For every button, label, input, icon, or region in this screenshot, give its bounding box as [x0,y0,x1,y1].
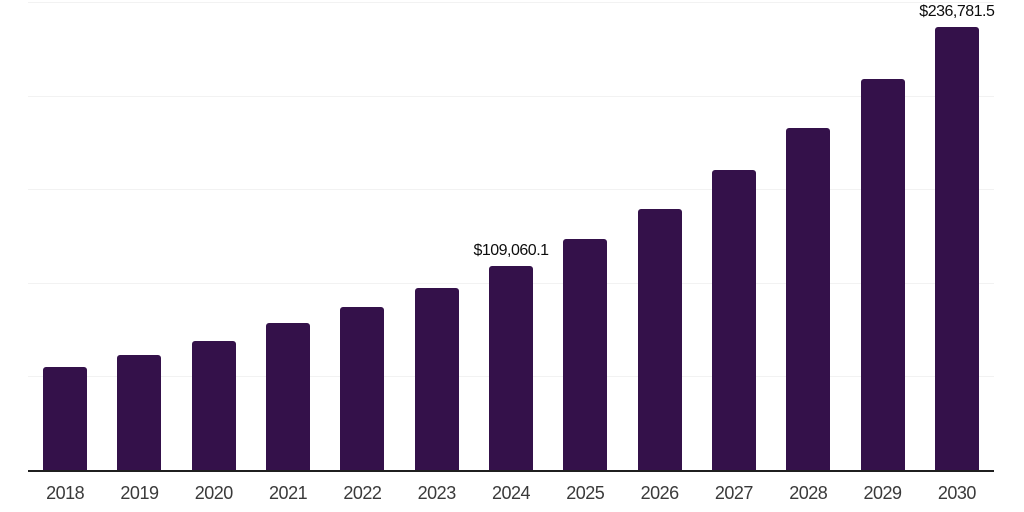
gridline-200000 [28,95,994,97]
gridline-250000 [28,2,994,4]
bar-2018 [43,366,88,470]
x-tick-2018: 2018 [46,483,85,503]
bar-2029 [860,79,905,470]
value-label-2030: $236,781.5 [919,3,995,21]
x-tick-2022: 2022 [343,483,382,503]
bar-2022 [340,306,385,470]
x-tick-2028: 2028 [789,483,828,503]
bar-2019 [117,355,162,470]
value-label-2024: $109,060.1 [473,242,549,259]
bar-2025 [563,239,608,470]
bar-2030 [934,27,979,470]
x-tick-2021: 2021 [269,483,308,503]
bar-2027 [711,169,756,470]
bar-2020 [191,340,236,470]
bar-2023 [414,287,459,470]
x-tick-2026: 2026 [640,483,680,503]
x-tick-2024: 2024 [491,483,531,503]
x-tick-2020: 2020 [194,483,234,503]
bar-2028 [786,127,831,470]
x-tick-2029: 2029 [863,483,903,503]
gridline-150000 [28,189,994,191]
bar-2026 [637,209,682,470]
x-tick-2023: 2023 [417,483,457,503]
x-tick-2030: 2030 [937,483,977,503]
x-tick-2027: 2027 [714,483,754,503]
x-tick-2025: 2025 [566,483,605,503]
bar-2021 [266,322,311,470]
x-tick-2019: 2019 [120,483,159,503]
bar-2024 [489,266,533,470]
x-axis-line [28,470,994,472]
